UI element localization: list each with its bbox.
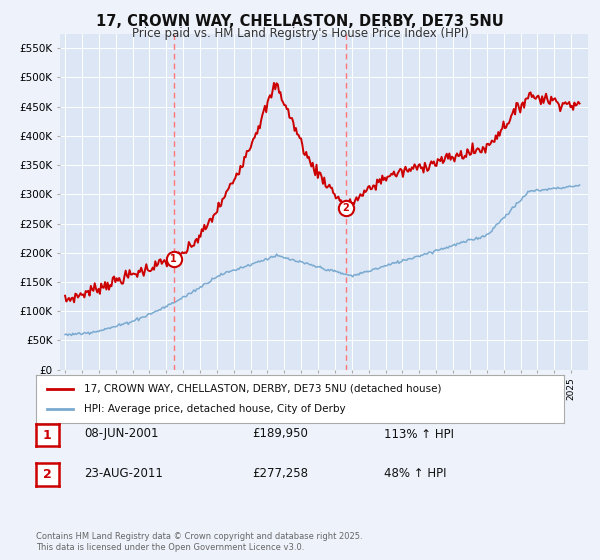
Text: 2: 2	[43, 468, 52, 481]
Text: 113% ↑ HPI: 113% ↑ HPI	[384, 427, 454, 441]
Text: 08-JUN-2001: 08-JUN-2001	[84, 427, 158, 441]
Text: £277,258: £277,258	[252, 466, 308, 480]
Text: 1: 1	[170, 254, 177, 264]
Text: 48% ↑ HPI: 48% ↑ HPI	[384, 466, 446, 480]
Text: 2: 2	[343, 203, 349, 213]
Text: Contains HM Land Registry data © Crown copyright and database right 2025.
This d: Contains HM Land Registry data © Crown c…	[36, 532, 362, 552]
Text: Price paid vs. HM Land Registry's House Price Index (HPI): Price paid vs. HM Land Registry's House …	[131, 27, 469, 40]
Text: 17, CROWN WAY, CHELLASTON, DERBY, DE73 5NU: 17, CROWN WAY, CHELLASTON, DERBY, DE73 5…	[96, 14, 504, 29]
Text: 1: 1	[43, 428, 52, 442]
Text: 23-AUG-2011: 23-AUG-2011	[84, 466, 163, 480]
Text: HPI: Average price, detached house, City of Derby: HPI: Average price, detached house, City…	[83, 404, 345, 414]
Text: 17, CROWN WAY, CHELLASTON, DERBY, DE73 5NU (detached house): 17, CROWN WAY, CHELLASTON, DERBY, DE73 5…	[83, 384, 441, 394]
Text: £189,950: £189,950	[252, 427, 308, 441]
